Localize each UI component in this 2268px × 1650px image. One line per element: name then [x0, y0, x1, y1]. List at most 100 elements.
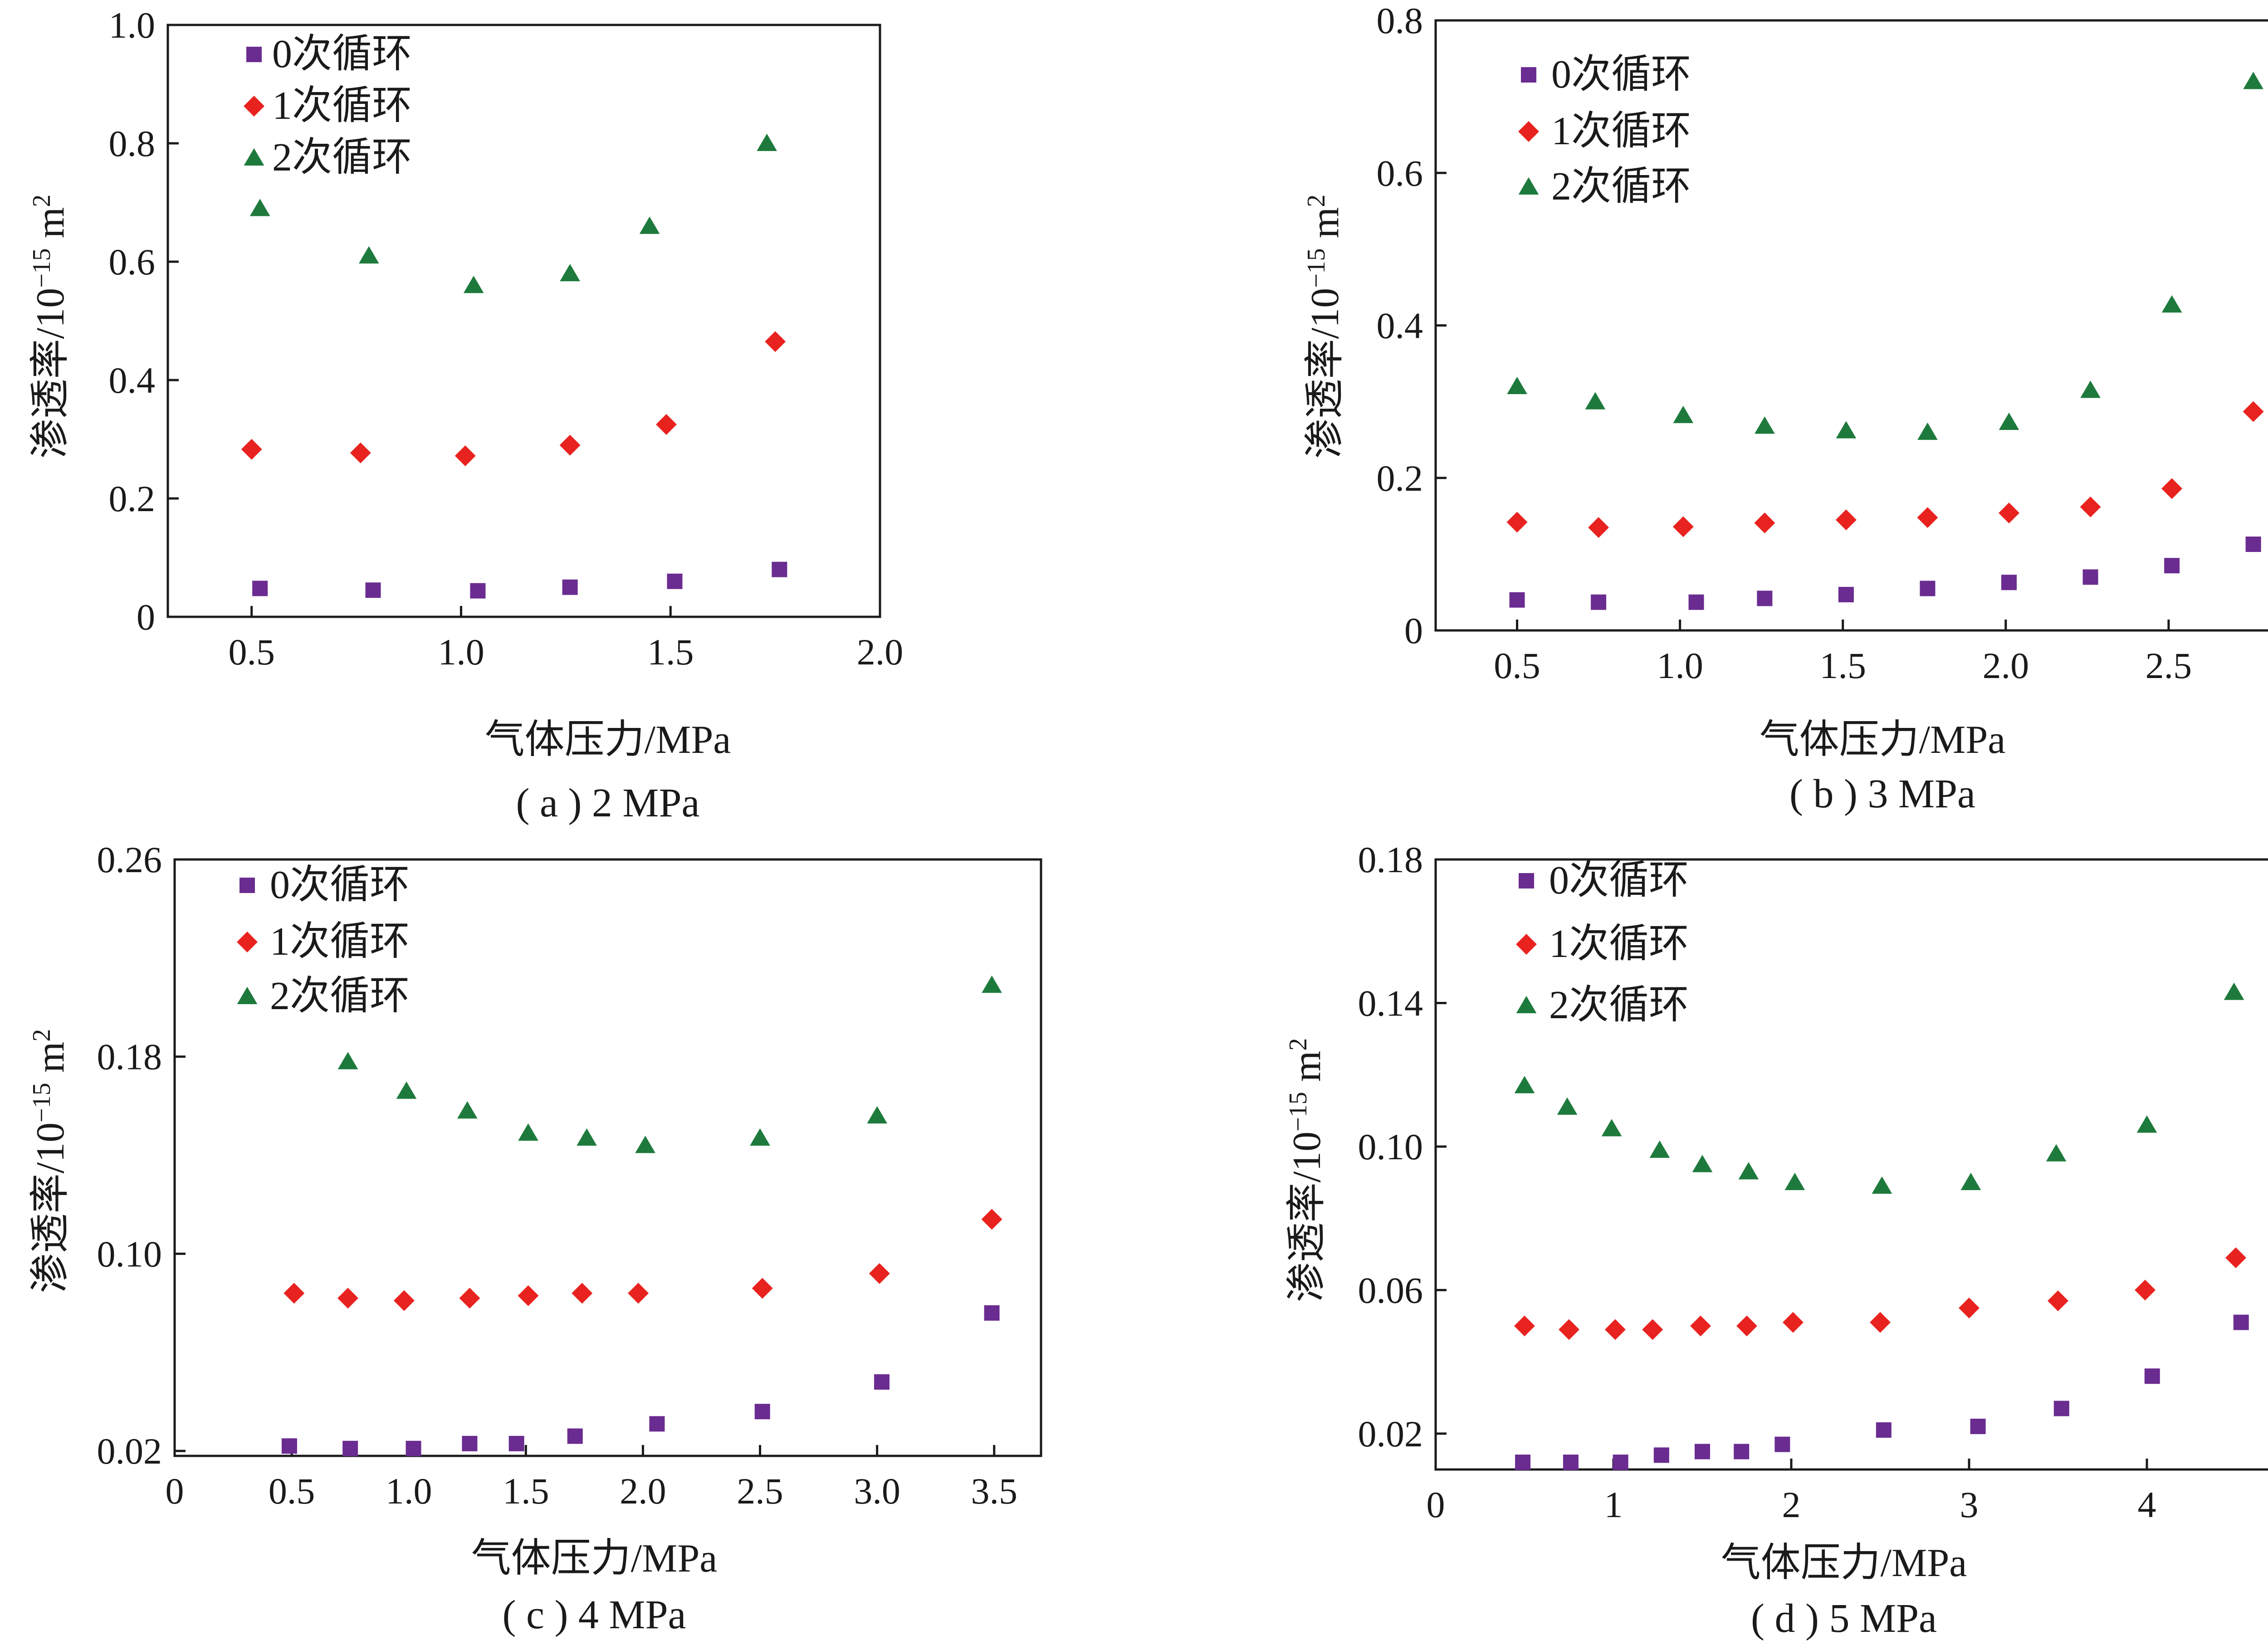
panel-d-square-data-point: [1613, 1455, 1628, 1470]
panel-d-triangle-data-point: [2046, 1144, 2067, 1162]
panel-b-triangle-data-point: [1836, 421, 1857, 439]
panel-a-legend-label: 1次循环: [272, 84, 412, 128]
panel-b-triangle-data-point: [1507, 376, 1527, 394]
panel-b-legend-square-marker: [1521, 67, 1536, 83]
panel-b-triangle-data-point: [1999, 412, 2019, 430]
panel-d-legend-square-marker: [1519, 873, 1534, 888]
panel-d-triangle-data-point: [1738, 1162, 1759, 1180]
panel-b-x-tick-label: 1.5: [1819, 645, 1866, 686]
panel-a-diamond-data-point: [559, 434, 581, 456]
panel-c-triangle-data-point: [867, 1106, 887, 1124]
panel-d-y-tick-label: 0.02: [1358, 1413, 1423, 1455]
panel-c-y-axis-label-unit-exponent: 2: [28, 1029, 56, 1042]
panel-d-square-data-point: [1695, 1444, 1710, 1460]
panel-d-y-axis-label: 渗透率/10−15 m2: [1284, 1038, 1329, 1303]
panel-b-square-data-point: [1688, 594, 1704, 610]
panel-b-square-data-point: [2164, 558, 2180, 574]
panel-c-y-axis-label: 渗透率/10−15 m2: [28, 1029, 73, 1294]
panel-d-square-data-point: [1774, 1436, 1790, 1452]
panel-d: 0.020.060.100.140.18 012345 0次循环1次循环2次循环…: [1284, 839, 2268, 1641]
panel-b-x-tick-label: 1.0: [1657, 645, 1703, 686]
panel-b-y-tick-label: 0.6: [1377, 152, 1423, 194]
panel-c-diamond-data-point: [518, 1285, 539, 1306]
panel-b-triangle-data-point: [1917, 422, 1938, 440]
panel-c-x-axis-label: 气体压力/MPa: [471, 1537, 718, 1581]
panel-a-square-data-point: [252, 581, 268, 596]
panel-c-triangle-data-point: [518, 1123, 538, 1141]
panel-a-y-axis-label-unit: m: [29, 207, 73, 248]
panel-c-plot-frame: [173, 858, 1042, 1457]
panel-b-legend-triangle-marker: [1518, 177, 1539, 195]
panel-d-triangle-data-point: [1692, 1155, 1713, 1172]
panel-c-legend-label: 2次循环: [270, 974, 410, 1018]
panel-d-diamond-data-point: [2225, 1247, 2246, 1269]
panel-c-triangle-data-point: [396, 1081, 417, 1099]
panel-a-legend-triangle-marker: [244, 148, 264, 166]
panel-c-x-ticks: 0 0.5 1.0 1.5 2.0 2.5 3.0 3.5: [166, 1445, 1017, 1512]
panel-a-x-tick-label: 0.5: [228, 631, 275, 673]
panel-d-y-axis-label-unit-exponent: 2: [1284, 1038, 1312, 1051]
panel-b-square-data-point: [1920, 581, 1936, 596]
panel-c-square-data-point: [462, 1435, 478, 1451]
panel-b-x-ticks: 0.51.01.52.02.53.0: [1494, 620, 2192, 686]
panel-b-legend-label: 0次循环: [1551, 53, 1691, 97]
panel-d-triangle-data-point: [1649, 1140, 1670, 1158]
panel-c-y-axis-label-unit: m: [29, 1042, 73, 1083]
panel-b: 00.20.40.60.8 0.51.01.52.02.53.0 0次循环1次循…: [1302, 0, 2268, 816]
panel-d-square-data-point: [1515, 1455, 1531, 1470]
panel-a-legend-square-marker: [246, 47, 262, 62]
panel-c-diamond-data-point: [572, 1283, 593, 1304]
panel-a-square-data-point: [470, 583, 486, 599]
panel-c-y-tick-label: 0.26: [97, 839, 162, 880]
panel-d-x-ticks: 012345: [1427, 1459, 2156, 1525]
panel-c-diamond-data-point: [628, 1283, 649, 1304]
panel-b-diamond-data-point: [1672, 516, 1694, 537]
panel-b-square-data-point: [1757, 591, 1773, 606]
panel-b-diamond-data-point: [1999, 503, 2019, 524]
panel-a-plot-frame: [166, 24, 881, 618]
panel-a-y-tick-label: 1.0: [109, 5, 156, 46]
panel-a-square-data-point: [562, 579, 578, 595]
panel-d-legend-label: 1次循环: [1549, 922, 1689, 966]
panel-d-diamond-data-point: [2048, 1290, 2068, 1312]
panel-b-y-tick-label: 0.4: [1377, 305, 1423, 347]
panel-d-x-axis-label: 气体压力/MPa: [1721, 1541, 1967, 1585]
panel-d-triangle-data-point: [1872, 1176, 1892, 1194]
panel-d-legend: 0次循环 1次循环 2次循环: [1516, 859, 1689, 1027]
panel-c-caption: ( c ) 4 MPa: [503, 1592, 686, 1637]
panel-d-triangle-data-point: [2224, 982, 2244, 1000]
panel-a-x-tick-label: 2.0: [857, 631, 904, 673]
panel-c-square-data-point: [754, 1404, 770, 1420]
panel-a-y-tick-label: 0.8: [109, 123, 156, 164]
panel-b-y-ticks: 0 0.2 0.4 0.6 0.8: [1377, 0, 1447, 651]
panel-d-triangle-data-point: [1960, 1172, 1981, 1191]
panel-b-legend-diamond-marker: [1518, 121, 1539, 142]
panel-b-y-axis-label-exponent: −15: [1302, 248, 1330, 288]
panel-c-legend-label: 1次循环: [270, 920, 410, 964]
panel-b-y-axis-label: 渗透率/10−15 m2: [1302, 195, 1347, 459]
panel-a-y-axis-label: 渗透率/10−15 m2: [28, 195, 73, 459]
panel-d-square-data-point: [1734, 1444, 1750, 1460]
panel-d-x-tick-label: 0: [1427, 1484, 1445, 1525]
panel-b-triangle-data-point: [1585, 392, 1606, 410]
panel-a-y-tick-label: 0.4: [109, 360, 156, 401]
panel-a-y-axis-label-main: 渗透率/10: [29, 288, 73, 459]
panel-a-triangle-data-point: [560, 264, 580, 282]
panel-b-square-data-point: [2082, 569, 2098, 585]
panel-c-legend-triangle-marker: [237, 986, 258, 1004]
panel-c-triangle-data-point: [635, 1136, 655, 1153]
panel-d-square-data-point: [2053, 1401, 2069, 1416]
panel-a-triangle-data-point: [639, 216, 660, 234]
panel-d-diamond-data-point: [1604, 1319, 1626, 1340]
panel-d-square-data-point: [1970, 1419, 1986, 1435]
panel-c-square-data-point: [508, 1435, 524, 1451]
panel-c-square-data-point: [567, 1428, 583, 1444]
panel-d-diamond-data-point: [2135, 1279, 2156, 1301]
panel-b-triangle-data-point: [2080, 381, 2101, 398]
panel-b-diamond-data-point: [1835, 509, 1857, 531]
panel-b-triangle-data-point: [2243, 72, 2263, 89]
panel-c-diamond-data-point: [393, 1290, 415, 1311]
panel-c: 0.020.100.180.26 0 0.5 1.0 1.5 2.0 2.5 3.0 3.5 …: [28, 839, 1042, 1637]
panel-d-y-tick-label: 0.10: [1358, 1126, 1423, 1167]
